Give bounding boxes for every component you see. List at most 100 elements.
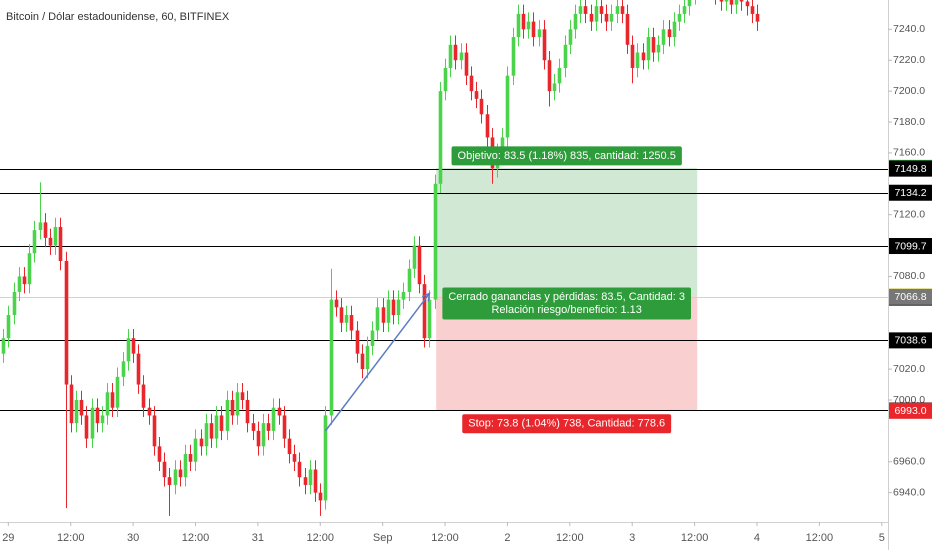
x-tick-label: 3 [629, 532, 635, 544]
candle-body [235, 392, 240, 416]
x-tick-label: 12:00 [556, 532, 584, 544]
x-tick-label: 2 [504, 532, 510, 544]
candle-body [407, 268, 412, 292]
candle-body [209, 423, 214, 439]
candle-body [552, 83, 557, 92]
candle-body [422, 284, 427, 339]
axes: 7240.0 7220.0 7200.0 7180.0 7160.0 7120.0 7080… [2, 23, 932, 544]
candle-body [64, 261, 69, 385]
candle-body [318, 492, 323, 501]
candle-body [214, 415, 219, 439]
candle-body [500, 137, 505, 153]
price-tag-label: 7038.6 [894, 335, 926, 347]
candle-body [568, 29, 573, 45]
candle-body [745, 1, 750, 7]
candle-body [339, 307, 344, 323]
x-tick-label: 31 [252, 532, 264, 544]
candle-body [625, 13, 630, 45]
label-box [451, 146, 682, 166]
candle-body [162, 461, 167, 478]
label-box [462, 414, 672, 434]
candle-body [485, 114, 490, 138]
x-tick-label: 12:00 [306, 532, 334, 544]
candle-body [661, 29, 666, 45]
candle-body [38, 222, 43, 231]
candle-body [121, 361, 126, 377]
candle-body [90, 407, 95, 439]
candle-body [448, 44, 453, 68]
price-tag-label: 7149.8 [894, 163, 926, 175]
candle-body [303, 477, 308, 485]
candle-body [526, 21, 531, 30]
y-tick-label: 7120.0 [893, 208, 925, 220]
candle-body [53, 227, 58, 246]
candle-body [386, 299, 391, 323]
candle-body [287, 438, 292, 455]
x-tick-label: 12:00 [431, 532, 459, 544]
price-tag [889, 332, 932, 349]
candle-body [557, 67, 562, 84]
y-tick-label: 6940.0 [893, 486, 925, 498]
candle-body [297, 461, 302, 478]
candle-body [355, 330, 360, 354]
position-label: Stop: 73.8 (1.04%) 738, Cantidad: 778.6 [462, 414, 672, 434]
candle-body [110, 392, 115, 408]
candle-body [521, 13, 526, 30]
candle-body [58, 227, 63, 261]
candle-body [105, 392, 110, 416]
candle-body [630, 44, 635, 68]
candle-body [334, 299, 339, 308]
candle-body [188, 454, 193, 462]
candle-body [282, 415, 287, 439]
chart-title: Bitcoin / Dólar estadounidense, 60, BITF… [6, 11, 230, 23]
y-tick-label: 7180.0 [893, 116, 925, 128]
price-tag-label: 7099.7 [894, 240, 926, 252]
candle-body [578, 6, 583, 14]
trend-arrow-head [421, 292, 431, 302]
candle-body [724, 0, 729, 2]
candle-body [183, 454, 188, 478]
candle-body [131, 338, 136, 354]
candle-body [204, 423, 209, 447]
candle-body [599, 6, 604, 14]
candle-body [240, 392, 245, 400]
candle-body [620, 6, 625, 14]
candle-body [245, 399, 250, 424]
candle-body [511, 37, 516, 76]
candle-body [427, 299, 432, 339]
candle-body [225, 399, 230, 431]
candle-body [375, 307, 380, 331]
candle-body [381, 307, 386, 323]
candle-body [173, 469, 178, 485]
candle-body [417, 245, 422, 285]
candle-body [79, 399, 84, 416]
y-tick-label: 7220.0 [893, 54, 925, 66]
candle-body [136, 353, 141, 385]
candle-body [531, 21, 536, 38]
x-tick-label: Sep [373, 532, 393, 544]
overlay: Objetivo: 83.5 (1.18%) 835, cantidad: 12… [442, 146, 692, 434]
candle-body [651, 37, 656, 53]
y-tick-label: 7160.0 [893, 147, 925, 159]
candle-body [537, 29, 542, 38]
candle-body [604, 13, 609, 22]
candle-body [672, 21, 677, 38]
candle-body [370, 330, 375, 346]
candle-body [516, 13, 521, 38]
candle-body [329, 299, 334, 416]
price-tag [889, 238, 932, 255]
label-text: Relación riesgo/beneficio: 1.13 [491, 304, 641, 316]
candle-body [32, 230, 37, 254]
candle-body [147, 407, 152, 416]
candle-body [682, 6, 687, 14]
candle-body [141, 384, 146, 408]
candle-body [84, 415, 89, 439]
candle-body [667, 29, 672, 38]
y-tick-label: 6960.0 [893, 456, 925, 468]
candle-body [271, 407, 276, 431]
candle-body [100, 415, 105, 424]
candle-body [349, 315, 354, 331]
candle-body [412, 245, 417, 269]
candle-body [157, 446, 162, 462]
